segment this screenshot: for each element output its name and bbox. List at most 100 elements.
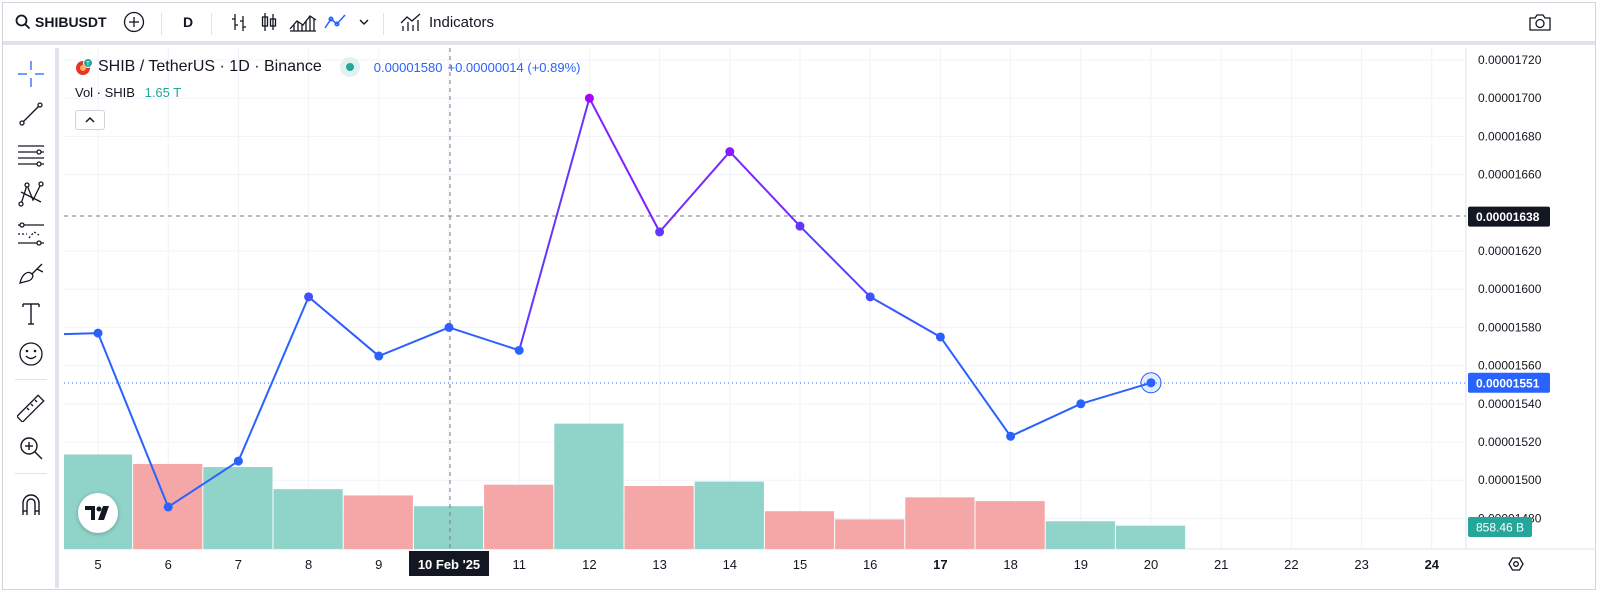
price-line-segment bbox=[167, 460, 239, 508]
time-tick-label: 24 bbox=[1425, 557, 1440, 572]
time-tick-label: 18 bbox=[1003, 557, 1017, 572]
volume-bar bbox=[905, 497, 975, 549]
price-line-segment bbox=[869, 295, 941, 338]
trend-line-tool[interactable] bbox=[17, 100, 45, 128]
price-point bbox=[93, 328, 103, 338]
crosshair-price-label-bg bbox=[1468, 206, 1550, 227]
price-line-segment bbox=[799, 225, 871, 298]
price-point bbox=[163, 502, 173, 512]
magnet-tool[interactable] bbox=[17, 490, 45, 518]
horizontal-lines-icon bbox=[18, 145, 44, 167]
price-line-segment bbox=[307, 296, 380, 357]
tradingview-logo[interactable] bbox=[78, 493, 118, 533]
price-line-segment bbox=[939, 336, 1012, 437]
price-line-series bbox=[63, 97, 1152, 508]
current-price-label-bg bbox=[1468, 372, 1550, 393]
volume-bar bbox=[694, 481, 764, 549]
indicators-icon bbox=[400, 13, 421, 31]
volume-legend[interactable]: Vol · SHIB 1.65 T bbox=[75, 85, 181, 100]
volume-bar bbox=[835, 519, 905, 549]
price-point bbox=[374, 351, 384, 361]
text-tool[interactable] bbox=[17, 300, 45, 328]
price-point bbox=[444, 322, 454, 332]
hexagon-center bbox=[1513, 561, 1519, 567]
volume-price-label-bg bbox=[1468, 517, 1532, 537]
time-tick-label: 16 bbox=[863, 557, 877, 572]
price-line-segment bbox=[658, 151, 731, 233]
crosshair-time-label: 10 Feb '25 bbox=[418, 557, 480, 572]
area-style-button[interactable] bbox=[288, 3, 318, 41]
zoom-in-icon bbox=[20, 437, 43, 460]
price-point bbox=[584, 93, 594, 103]
legend-symbol-title: SHIB / TetherUS · 1D · Binance bbox=[98, 58, 322, 75]
text-icon bbox=[22, 303, 40, 325]
search-icon bbox=[15, 14, 31, 30]
pattern-tool[interactable] bbox=[17, 180, 45, 208]
time-tick-label: 20 bbox=[1144, 557, 1158, 572]
symbol-legend[interactable]: T SHIB / TetherUS · 1D · Binance 0.00001… bbox=[75, 57, 580, 77]
volume-bar bbox=[764, 511, 835, 549]
measure-tool[interactable] bbox=[17, 394, 45, 422]
chart-frame bbox=[2, 2, 1596, 590]
chart-grid bbox=[64, 48, 1596, 550]
volume-price-label: 858.46 B bbox=[1476, 521, 1524, 535]
area-chart-icon bbox=[289, 15, 317, 32]
zoom-tool[interactable] bbox=[17, 434, 45, 462]
toolbar-divider bbox=[161, 13, 162, 35]
price-point bbox=[655, 227, 665, 237]
time-tick-label: 17 bbox=[933, 557, 947, 572]
legend-change: +0.00000014 (+0.89%) bbox=[447, 59, 581, 75]
crosshair-tool[interactable] bbox=[17, 60, 45, 88]
crosshair-time-label-bg bbox=[409, 551, 489, 576]
symbol-name: SHIBUSDT bbox=[35, 14, 107, 30]
price-point bbox=[1076, 399, 1086, 409]
time-tick-label: 8 bbox=[305, 557, 312, 572]
time-tick-label: 23 bbox=[1354, 557, 1368, 572]
market-status-indicator[interactable] bbox=[339, 57, 360, 77]
bars-style-button[interactable] bbox=[229, 3, 249, 41]
svg-text:T: T bbox=[86, 62, 90, 68]
time-tick-label: 6 bbox=[165, 557, 172, 572]
emoji-tool[interactable] bbox=[17, 340, 45, 368]
line-style-button[interactable] bbox=[323, 3, 349, 41]
tradingview-logo-icon bbox=[85, 506, 109, 520]
time-axis: 5 6 7 8 9 10 Feb '25 11 12 13 14 15 16 17 18 19 20 21 22 2… bbox=[94, 551, 1524, 576]
compare-symbol-button[interactable] bbox=[123, 3, 145, 41]
volume-bar bbox=[1115, 525, 1186, 549]
horizontal-lines-tool[interactable] bbox=[17, 140, 45, 168]
time-tick-label: 22 bbox=[1284, 557, 1298, 572]
screenshot-button[interactable] bbox=[1527, 3, 1553, 41]
forecast-tool[interactable] bbox=[17, 220, 45, 248]
price-line-segment bbox=[588, 97, 661, 233]
time-tick-label: 14 bbox=[723, 557, 737, 572]
trend-line-icon bbox=[19, 102, 43, 126]
interval-button[interactable]: D bbox=[183, 14, 194, 30]
chart-style-dropdown[interactable] bbox=[358, 3, 370, 41]
ruler-icon bbox=[17, 394, 45, 422]
price-tick-label: 0.00001580 bbox=[1478, 320, 1542, 334]
indicators-button[interactable]: Indicators bbox=[399, 3, 494, 41]
magnet-icon bbox=[22, 494, 40, 515]
candles-style-button[interactable] bbox=[259, 3, 279, 41]
smiley-icon bbox=[19, 342, 43, 366]
pattern-icon bbox=[18, 181, 44, 207]
volume-bar bbox=[624, 486, 694, 549]
time-tick-label: 11 bbox=[512, 557, 526, 572]
brush-tool[interactable] bbox=[17, 260, 45, 288]
price-axis: 0.00001720 0.00001700 0.00001680 0.00001660… bbox=[1468, 53, 1550, 537]
brush-icon bbox=[19, 263, 44, 284]
crosshair-icon bbox=[18, 61, 44, 87]
axis-settings-icon[interactable] bbox=[1508, 557, 1524, 571]
price-tick-label: 0.00001720 bbox=[1478, 53, 1542, 67]
symbol-search-button[interactable]: SHIBUSDT bbox=[15, 3, 123, 41]
price-line-segment bbox=[63, 332, 99, 336]
collapse-legend-button[interactable] bbox=[75, 110, 105, 130]
price-tick-label: 0.00001600 bbox=[1478, 282, 1542, 296]
chevron-down-icon bbox=[359, 19, 369, 25]
price-point bbox=[1006, 431, 1016, 441]
price-line-segment bbox=[1010, 402, 1082, 438]
price-point bbox=[725, 147, 735, 157]
forecast-icon bbox=[18, 222, 44, 246]
hexagon-shape bbox=[1508, 557, 1524, 571]
